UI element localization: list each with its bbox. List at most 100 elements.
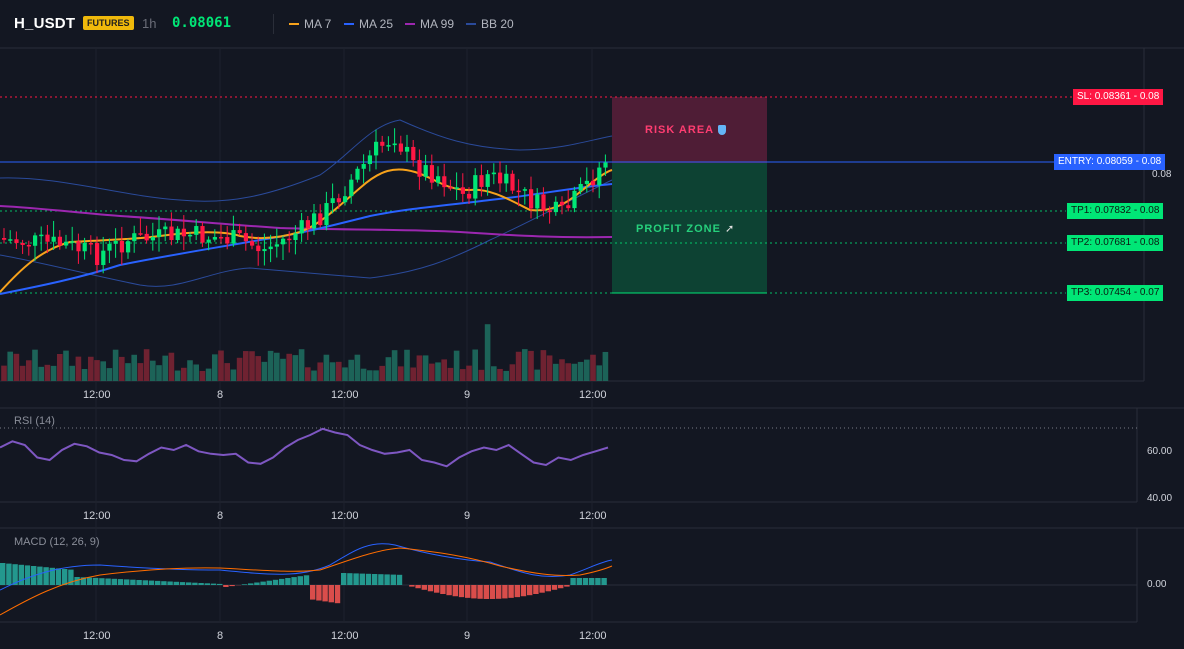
volume-bar	[75, 356, 82, 381]
volume-bar	[385, 357, 392, 381]
rsi-title[interactable]: RSI (14)	[14, 415, 55, 427]
time-label: 12:00	[579, 510, 607, 522]
volume-bar	[181, 367, 187, 381]
time-label: 12:00	[579, 630, 607, 642]
candle-body	[274, 244, 279, 247]
ma99-line	[0, 205, 613, 239]
macd-histogram-bar	[539, 585, 545, 593]
volume-bar	[32, 349, 38, 381]
macd-histogram-bar	[279, 578, 285, 585]
volume-bar	[391, 350, 398, 381]
macd-histogram-bar	[527, 585, 533, 596]
candle-body	[219, 237, 224, 239]
macd-label-zero: 0.00	[1147, 579, 1167, 590]
volume-bar	[63, 350, 69, 381]
macd-histogram-bar	[390, 574, 396, 585]
tp3-tag[interactable]: TP3: 0.07454 - 0.07	[1067, 285, 1164, 301]
volume-bar	[137, 363, 144, 381]
legend-ma25[interactable]: MA 25	[344, 17, 393, 31]
candle-body	[262, 249, 267, 252]
volume-bar	[565, 363, 571, 381]
bb20-swatch	[466, 23, 476, 25]
macd-histogram-bar	[142, 580, 148, 585]
volume-bar	[156, 365, 162, 381]
timeframe-label[interactable]: 1h	[142, 16, 157, 31]
candle-body	[20, 242, 25, 245]
symbol-title[interactable]: H_USDT	[14, 15, 76, 32]
rocket-icon: ➚	[725, 223, 736, 235]
volume-bar	[522, 349, 528, 381]
time-gridlines	[95, 48, 593, 622]
volume-bar	[546, 355, 553, 381]
candle-body	[336, 198, 341, 203]
shield-icon	[717, 125, 726, 136]
price-axis-label: 0.08	[1152, 169, 1172, 180]
candle-body	[386, 145, 391, 147]
legend-ma7[interactable]: MA 7	[289, 17, 331, 31]
tp1-tag[interactable]: TP1: 0.07832 - 0.08	[1067, 203, 1164, 219]
candle-body	[305, 220, 310, 229]
volume-bar	[540, 350, 547, 381]
candle-body	[491, 172, 496, 175]
volume-bar	[416, 355, 423, 381]
entry-tag[interactable]: ENTRY: 0.08059 - 0.08	[1054, 154, 1166, 170]
candle-body	[144, 233, 149, 241]
volume-bar	[590, 354, 596, 381]
candle-body	[157, 229, 162, 238]
macd-histogram-bar	[297, 576, 303, 585]
candle-body	[355, 168, 360, 180]
macd-histogram-bar	[427, 585, 434, 592]
time-label: 12:00	[331, 389, 359, 401]
candle-body	[343, 196, 348, 203]
volume-bar	[422, 355, 429, 381]
macd-histogram-bar	[68, 569, 74, 585]
macd-histogram-bar	[148, 580, 155, 585]
tp2-tag[interactable]: TP2: 0.07681 - 0.08	[1067, 235, 1164, 251]
candle-body	[119, 240, 124, 253]
volume-bar	[230, 369, 237, 381]
macd-histogram-bar	[328, 585, 334, 603]
volume-bar	[336, 361, 342, 381]
volume-bar	[13, 353, 20, 381]
macd-histogram-bar	[310, 585, 316, 600]
candle-body	[597, 167, 602, 186]
volume-bar	[497, 368, 503, 381]
sl-tag[interactable]: SL: 0.08361 - 0.08	[1073, 89, 1164, 105]
time-label: 12:00	[83, 630, 111, 642]
candle-body	[541, 194, 546, 211]
candle-body	[522, 189, 527, 191]
volume-bar	[26, 360, 32, 381]
candle-body	[101, 250, 106, 266]
candle-body	[423, 165, 428, 177]
time-label: 12:00	[579, 389, 607, 401]
candle-body	[33, 235, 38, 246]
legend-ma99[interactable]: MA 99	[405, 17, 454, 31]
candle-body	[504, 173, 509, 184]
candle-body	[88, 242, 93, 245]
volume-bar	[298, 349, 305, 381]
macd-histogram-bar	[576, 578, 582, 585]
time-label: 8	[217, 510, 224, 522]
candle-body	[45, 234, 50, 242]
candle-body	[318, 213, 323, 226]
volume-bar	[187, 360, 193, 381]
macd-title[interactable]: MACD (12, 26, 9)	[14, 536, 100, 548]
macd-histogram-bar	[217, 583, 223, 585]
macd-histogram-bar	[12, 564, 18, 585]
legend-bb20[interactable]: BB 20	[466, 17, 514, 31]
volume-bar	[398, 366, 404, 381]
macd-histogram-bar	[558, 585, 564, 589]
profit-zone-label: PROFIT ZONE ➚	[636, 223, 736, 235]
volume-bar	[577, 361, 584, 381]
macd-histogram-bar	[55, 568, 62, 585]
volume-bar	[534, 369, 540, 381]
candle-body	[188, 234, 193, 237]
candle-body	[206, 239, 211, 243]
macd-histogram-bar	[384, 574, 390, 585]
volume-bar	[44, 364, 51, 381]
macd-histogram-bar	[415, 585, 421, 589]
macd-histogram-bar	[347, 573, 353, 585]
volume-bar	[50, 365, 57, 381]
macd-histogram-bar	[248, 583, 254, 585]
